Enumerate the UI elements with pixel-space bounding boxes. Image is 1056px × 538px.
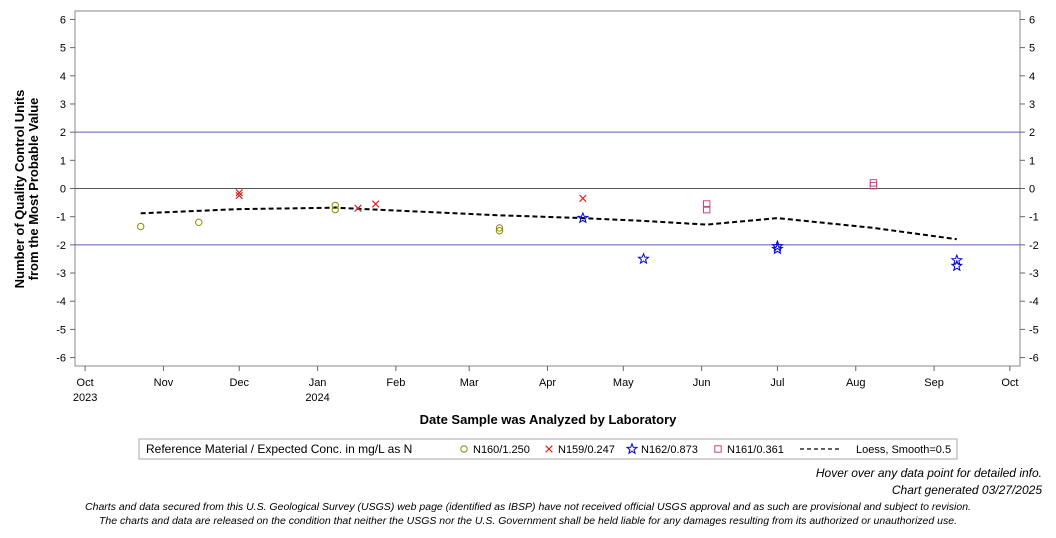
legend-box <box>138 438 958 460</box>
reference-lines <box>75 131 1020 246</box>
y-tick-label-right: 1 <box>1029 155 1035 167</box>
legend-title: Reference Material / Expected Conc. in m… <box>146 442 412 456</box>
y-axis-title-line-2: from the Most Probable Value <box>26 98 41 281</box>
y-tick-label: -5 <box>56 324 66 336</box>
x-tick-label: Jul <box>770 377 784 389</box>
generated-date: Chart generated 03/27/2025 <box>891 483 1042 497</box>
data-point <box>702 200 711 208</box>
x-tick-label: Oct <box>77 377 94 389</box>
y-tick-label-right: -1 <box>1029 212 1039 224</box>
y-tick-label: 4 <box>60 71 66 83</box>
y-tick-label-right: 5 <box>1029 43 1035 55</box>
x-tick-year-label: 2024 <box>305 392 329 404</box>
data-point <box>331 201 339 210</box>
loess-line <box>140 206 957 241</box>
data-points <box>136 179 964 272</box>
y-axis-ticks: 6 6 5 5 4 4 3 3 2 2 1 1 0 0 -1 -1 -2 -2 -3 -3 -4 -4 -5 -5 -6 -6 <box>56 14 1039 364</box>
y-tick-label: 6 <box>60 14 66 26</box>
disclaimer-line-2: The charts and data are released on the … <box>99 515 957 527</box>
y-tick-label: 2 <box>60 127 66 139</box>
x-tick-label: Apr <box>539 377 556 389</box>
y-tick-label-right: 3 <box>1029 99 1035 111</box>
data-point <box>495 227 504 235</box>
legend-swatch <box>625 442 639 455</box>
x-axis-ticks: Oct 2023 Nov Dec Jan 2024 Feb Mar Apr May Jun Jul Au… <box>73 366 1018 404</box>
y-tick-label: -4 <box>56 296 66 308</box>
x-tick-label: Nov <box>154 377 174 389</box>
y-tick-label-right: 4 <box>1029 71 1035 83</box>
y-tick-label: 1 <box>60 155 66 167</box>
legend-label: Loess, Smooth=0.5 <box>856 444 951 456</box>
y-tick-label-right: 0 <box>1029 184 1035 196</box>
y-tick-label: 5 <box>60 43 66 55</box>
x-axis-title: Date Sample was Analyzed by Laboratory <box>420 412 677 427</box>
legend-label: N159/0.247 <box>558 444 615 456</box>
x-tick-label: Oct <box>1001 377 1018 389</box>
legend: Reference Material / Expected Conc. in m… <box>138 438 958 460</box>
y-tick-label-right: -6 <box>1029 353 1039 365</box>
y-tick-label: -2 <box>56 240 66 252</box>
data-point <box>869 179 878 187</box>
disclaimer-line-1: Charts and data secured from this U.S. G… <box>85 501 971 513</box>
data-point <box>771 242 784 255</box>
loess-curve <box>140 206 957 241</box>
legend-swatch <box>714 445 722 453</box>
y-tick-label: 3 <box>60 99 66 111</box>
y-tick-label: -3 <box>56 268 66 280</box>
y-tick-label-right: -2 <box>1029 240 1039 252</box>
legend-label: N160/1.250 <box>473 444 530 456</box>
data-point <box>950 259 964 272</box>
hover-note: Hover over any data point for detailed i… <box>815 466 1042 480</box>
x-tick-label: May <box>613 377 634 389</box>
data-point <box>495 224 504 232</box>
y-tick-label-right: -3 <box>1029 268 1039 280</box>
y-tick-label-right: -4 <box>1029 296 1039 308</box>
x-tick-label: Jan <box>309 377 327 389</box>
x-tick-label: Jun <box>693 377 711 389</box>
data-point <box>771 239 784 252</box>
data-point <box>235 191 243 200</box>
data-point <box>371 200 380 208</box>
data-point <box>637 252 650 265</box>
y-tick-label: -1 <box>56 212 66 224</box>
y-tick-label: 0 <box>60 184 66 196</box>
x-tick-label: Feb <box>386 377 405 389</box>
data-point <box>579 194 587 203</box>
data-point <box>576 211 590 224</box>
y-tick-label-right: -5 <box>1029 324 1039 336</box>
data-point <box>950 253 964 266</box>
data-point <box>136 222 145 231</box>
y-tick-label: -6 <box>56 353 66 365</box>
data-point <box>331 205 339 214</box>
data-point <box>702 205 711 214</box>
data-point <box>235 189 243 197</box>
qc-scatter-chart: 6 6 5 5 4 4 3 3 2 2 1 1 0 0 -1 -1 -2 -2 -3 -3 -4 -4 -5 -5 -6 -6 O… <box>12 10 1039 460</box>
legend-swatch <box>460 445 468 453</box>
x-tick-label: Sep <box>924 377 944 389</box>
x-tick-label: Dec <box>229 377 249 389</box>
x-tick-label: Aug <box>846 377 866 389</box>
x-tick-year-label: 2023 <box>73 392 97 404</box>
legend-items: N160/1.250 N159/0.247 N162/0.873 N161/0.361… <box>460 442 951 456</box>
y-tick-label-right: 6 <box>1029 14 1035 26</box>
legend-label: N162/0.873 <box>641 444 698 456</box>
x-tick-label: Mar <box>460 377 479 389</box>
data-point <box>195 218 203 227</box>
y-axis-title-line-1: Number of Quality Control Units <box>12 90 27 289</box>
legend-label: N161/0.361 <box>727 444 784 456</box>
data-point <box>354 204 362 212</box>
legend-swatch <box>545 445 553 453</box>
y-tick-label-right: 2 <box>1029 127 1035 139</box>
